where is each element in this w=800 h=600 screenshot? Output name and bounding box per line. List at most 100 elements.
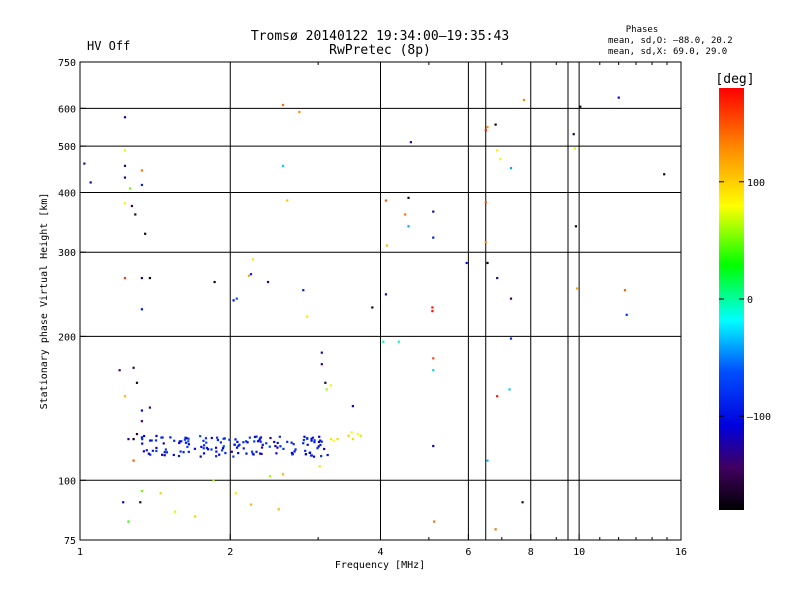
data-point [163,454,166,457]
data-point [222,445,225,448]
x-tick-label: 16 [675,547,687,558]
data-point [259,440,262,443]
data-point [148,406,152,409]
data-point [235,446,239,449]
data-point [140,183,144,187]
data-point [508,388,511,391]
data-point [313,441,316,444]
data-point [207,448,210,451]
data-point [431,310,434,313]
data-point [286,199,289,202]
data-point [317,440,321,444]
data-point [268,445,271,448]
x-tick-label: 6 [465,547,471,558]
data-point [222,437,225,440]
data-point [323,447,326,451]
phases-title: Phases [626,25,659,35]
data-point [336,437,339,441]
data-points [83,96,666,531]
data-point [258,438,261,441]
data-point [123,395,127,398]
data-point [277,508,280,511]
data-point [123,164,127,167]
x-tick-label: 1 [77,547,83,558]
data-point [318,465,321,468]
data-point [178,440,181,443]
data-point [663,173,666,176]
data-point [234,492,237,495]
data-point [228,438,231,441]
data-point [404,213,407,216]
data-point [251,258,255,261]
data-point [279,445,282,448]
data-point [236,440,239,444]
data-point [187,437,190,440]
data-point [259,437,262,440]
data-point [132,459,135,462]
data-point [276,441,279,445]
y-tick-label: 300 [58,248,76,259]
data-point [521,501,524,504]
data-point [409,141,412,144]
data-point [173,510,177,513]
data-point [242,441,245,444]
data-point [212,479,215,482]
data-point [260,452,263,456]
data-point [494,123,497,126]
data-point [433,520,436,523]
data-point [617,96,620,99]
data-point [329,384,332,387]
data-point [432,236,435,239]
data-point [178,441,181,445]
data-point [214,446,218,449]
data-point [486,261,489,265]
data-point [259,452,262,455]
y-tick-label: 75 [64,536,76,547]
data-point [308,451,311,455]
data-point [234,438,237,441]
data-point [499,158,502,161]
data-point [496,395,499,398]
data-point [329,437,332,441]
data-point [384,293,388,296]
data-point [302,438,305,442]
data-point [484,241,487,244]
data-point [579,105,582,108]
data-point [199,435,202,438]
data-point [291,453,294,456]
colorbar-label: [deg] [715,72,754,87]
data-point [275,452,278,455]
data-point [140,308,144,311]
data-point [213,280,216,284]
data-point [199,455,202,458]
data-point [140,276,144,280]
data-point [266,280,270,284]
data-point [204,437,208,440]
data-point [182,451,185,454]
data-point [130,204,134,208]
data-point [255,435,258,438]
data-point [194,515,197,518]
y-axis-label: Stationary phase Virtual Height [km] [39,193,50,410]
data-point [161,436,164,439]
data-point [89,181,92,184]
data-point [223,437,226,440]
data-point [306,443,309,446]
data-point [522,98,526,102]
data-point [256,440,260,443]
data-point [140,169,144,172]
data-point [304,449,307,452]
data-point [249,273,253,276]
axis-ticks: 1 2 4 6 8 10 16 75 100 200 300 400 500 600 750 [58,58,687,558]
data-point [232,455,235,458]
data-point [326,453,329,457]
data-point [216,436,219,439]
data-point [179,450,182,453]
data-point [269,436,272,440]
data-point [486,459,489,462]
x-tick-label: 10 [573,547,585,558]
data-point [186,445,189,449]
data-point [316,447,319,450]
data-point [320,455,323,458]
